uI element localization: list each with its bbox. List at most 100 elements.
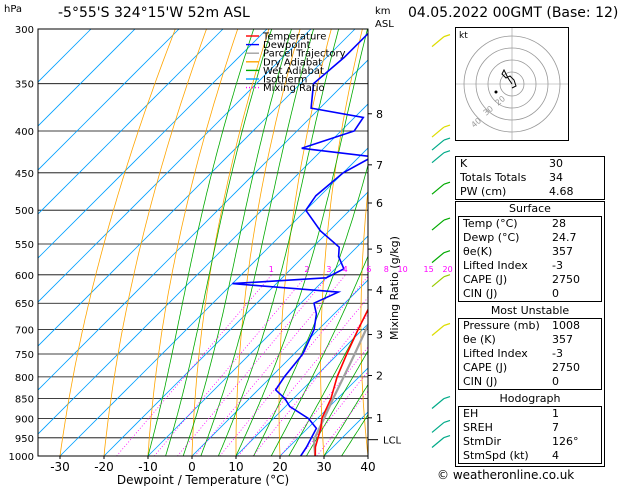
wind-barb (431, 252, 445, 264)
hodograph-unit-label: kt (459, 31, 468, 41)
legend-entry: Parcel Trajectory (263, 49, 346, 60)
mixing-ratio-label: 4 (343, 265, 348, 274)
mu-value: 357 (552, 333, 573, 346)
x-tick-label: 30 (316, 460, 331, 474)
hodo-row: StmDir 126° (459, 435, 601, 449)
asl-label: ASL (375, 19, 394, 30)
pressure-tick-label: 700 (15, 326, 34, 337)
mu-row: θe (K) 357 (459, 333, 601, 347)
mu-value: -3 (552, 347, 563, 360)
isotherm-line (38, 29, 268, 259)
wind-barb (431, 421, 445, 433)
wet-adiabat-line (200, 29, 314, 456)
dry-adiabat-line (59, 29, 176, 456)
mu-value: 1008 (552, 319, 580, 332)
surface-label: Lifted Index (463, 259, 528, 272)
x-tick-label: 20 (272, 460, 287, 474)
pressure-tick-label: 600 (15, 271, 34, 282)
mu-label: θe (K) (463, 333, 496, 346)
km-axis-unit: km (375, 6, 391, 17)
pressure-tick-label: 750 (15, 350, 34, 361)
hodograph-trace (501, 68, 517, 89)
isotherm-line (38, 29, 312, 303)
isotherm-line (38, 59, 368, 391)
wind-barb (431, 276, 445, 288)
pressure-tick-label: 500 (15, 206, 34, 217)
pressure-tick-label: 300 (15, 25, 34, 36)
km-tick-label: 8 (376, 108, 383, 121)
footer-credit: © weatheronline.co.uk (437, 468, 575, 482)
mixing-ratio-label: 3 (326, 265, 331, 274)
pressure-axis-unit: hPa (4, 4, 22, 15)
pressure-tick-label: 950 (15, 434, 34, 445)
mixing-ratio-label: 8 (384, 265, 389, 274)
surface-title: Surface (509, 202, 551, 215)
mu-value: 2750 (552, 361, 580, 374)
wet-adiabat-line (182, 29, 292, 456)
dry-adiabat-line (438, 29, 456, 456)
wind-barb-flag (443, 217, 451, 221)
pressure-tick-label: 450 (15, 169, 34, 180)
wind-barb (431, 183, 445, 195)
mixing-ratio-line (116, 274, 273, 456)
wind-barb-flag (443, 395, 451, 400)
pressure-tick-label: 650 (15, 299, 34, 310)
isotherm-line (59, 147, 368, 456)
mixing-ratio-label: 10 (398, 265, 408, 274)
surface-row: θe(K) 357 (459, 245, 601, 259)
isotherm-line (147, 235, 368, 456)
dry-adiabat-line (191, 29, 270, 456)
mixing-ratio-label: 2 (304, 265, 309, 274)
hodo-value: 4 (552, 449, 559, 462)
hodograph-panel: kt 40 30 20 (455, 27, 569, 141)
mixing-ratio-line (237, 296, 368, 456)
wet-adiabat-line (165, 29, 273, 456)
pressure-tick-label: 900 (15, 415, 34, 426)
dry-adiabat-line (103, 29, 207, 456)
index-row-k: K 30 (456, 157, 604, 171)
wind-barb-flag (443, 150, 451, 154)
isotherm-line (279, 367, 368, 456)
hodo-label: StmSpd (kt) (463, 449, 529, 462)
wind-barb (431, 437, 445, 448)
wet-adiabat-line (306, 350, 368, 456)
surface-row: CAPE (J) 2750 (459, 273, 601, 287)
dry-adiabat-line (278, 29, 332, 456)
legend-entry: Dewpoint (263, 40, 311, 51)
dry-adiabat-line (147, 29, 239, 456)
hodo-value: 1 (552, 407, 559, 420)
x-tick-label: 40 (360, 460, 375, 474)
index-value: 30 (549, 157, 563, 170)
hodo-value: 7 (552, 421, 559, 434)
wet-adiabat-line (147, 29, 255, 456)
wind-barb-flag (443, 434, 451, 439)
legend-entry: Temperature (262, 32, 326, 43)
surface-label: CIN (J) (463, 287, 498, 300)
hodo-value: 126° (552, 435, 579, 448)
wet-adiabat-line (288, 309, 368, 456)
wet-adiabat-line (323, 383, 368, 456)
isotherm-line (103, 191, 368, 456)
mixing-ratio-label: 20 (443, 265, 453, 274)
legend-entry: Wet Adiabat (263, 66, 324, 77)
parcel-trajectory-line (312, 322, 368, 456)
pressure-tick-label: 400 (15, 127, 34, 138)
pressure-tick-label: 850 (15, 394, 34, 405)
hodo-label: EH (463, 407, 479, 420)
mu-label: Lifted Index (463, 347, 528, 360)
mixing-ratio-label: 1 (269, 265, 274, 274)
wet-adiabat-line (235, 29, 368, 456)
isotherm-line (38, 103, 368, 435)
dry-adiabat-line (320, 29, 363, 456)
index-label: Totals Totals (460, 171, 527, 184)
km-tick-label: 6 (376, 197, 383, 210)
wind-barb (431, 36, 445, 48)
surface-row: Dewp (°C) 24.7 (459, 231, 601, 245)
wet-adiabat-line (270, 255, 368, 456)
surface-row: CIN (J) 0 (459, 287, 601, 301)
most-unstable-section: Pressure (mb) 1008 θe (K) 357 Lifted Index… (458, 318, 602, 390)
hodograph-section: EH 1 SREH 7 StmDir 126° StmSpd (kt) 4 (458, 406, 602, 464)
mu-row: CIN (J) 0 (459, 375, 601, 389)
dry-adiabat-line (400, 29, 425, 456)
